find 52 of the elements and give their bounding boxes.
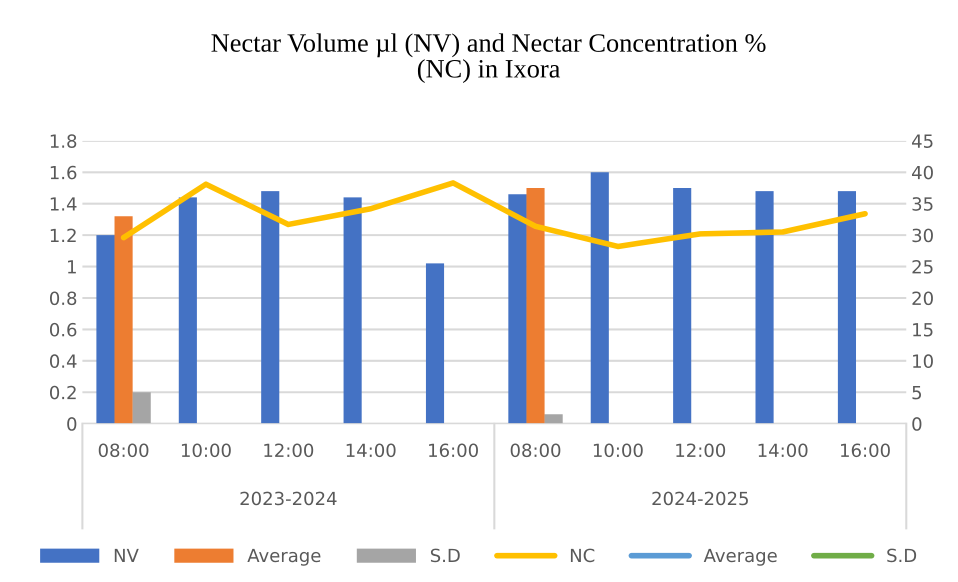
y-tick-label: 0.8 [50, 291, 76, 306]
bar [178, 197, 197, 424]
bar [132, 392, 151, 424]
chart-title: Nectar Volume µl (NV) and Nectar Concentration % (NC) in Ixora [211, 33, 766, 84]
y-tick-label: 1 [68, 260, 76, 274]
bar [673, 188, 692, 424]
y-tick-label: 0 [67, 417, 76, 431]
legend-label: Average [247, 548, 320, 566]
text: 2023-2024 [240, 492, 337, 506]
y2-tick-label: 30 [912, 228, 933, 242]
y2-tick-label: 45 [912, 134, 933, 148]
y2-tick-label: 5 [912, 386, 922, 400]
x-tick-label: 12:00 [264, 443, 314, 458]
legend-label: NC [570, 548, 594, 562]
x-tick-label: 14:00 [758, 443, 808, 458]
bar [261, 191, 280, 424]
y-tick-label: 1.8 [50, 134, 76, 148]
bar [838, 191, 856, 424]
y2-tick-label: 40 [912, 166, 933, 180]
legend-label: NV [114, 548, 139, 562]
bar [756, 191, 774, 424]
bar [526, 188, 545, 424]
x-tick-label: 12:00 [676, 443, 726, 458]
bar [344, 197, 362, 424]
bar [426, 263, 444, 424]
y2-tick-label: 0 [912, 417, 922, 431]
y2-tick-label: 35 [912, 197, 933, 211]
bar [96, 235, 115, 424]
legend-label: Average [704, 548, 777, 566]
y-tick-label: 1.6 [50, 166, 76, 180]
y-tick-label: 0.2 [50, 386, 76, 400]
bar [508, 194, 526, 424]
legend-label: S.D [887, 548, 916, 562]
y-tick-label: 0.6 [50, 322, 76, 337]
legend-label: S.D [430, 548, 460, 562]
y2-tick-label: 10 [913, 354, 933, 368]
y2-tick-label: 25 [912, 260, 933, 274]
y2-tick-label: 20 [912, 291, 933, 306]
text: 2024-2025 [652, 492, 748, 506]
x-tick-label: 14:00 [346, 443, 396, 458]
bar [590, 172, 609, 424]
x-tick-label: 08:00 [510, 443, 560, 458]
y2-tick-label: 15 [913, 323, 933, 337]
x-tick-label: 10:00 [594, 443, 643, 458]
x-tick-label: 16:00 [841, 443, 890, 458]
y-tick-label: 1.4 [50, 197, 77, 211]
bar [114, 216, 133, 424]
x-tick-label: 16:00 [429, 443, 478, 458]
y-tick-label: 1.2 [50, 228, 76, 242]
y-tick-label: 0.4 [50, 354, 77, 368]
x-tick-label: 10:00 [182, 443, 231, 458]
x-tick-label: 08:00 [98, 443, 148, 458]
